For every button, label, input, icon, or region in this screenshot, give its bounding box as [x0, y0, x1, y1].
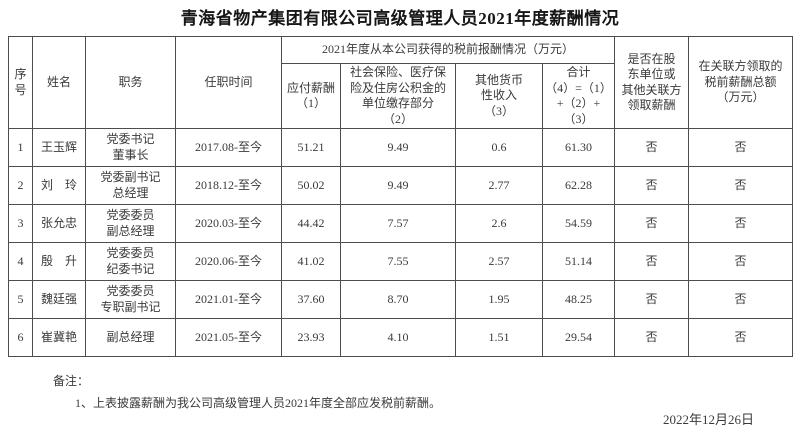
cell-seq: 1 — [8, 128, 33, 168]
cell-insurance: 4.10 — [340, 318, 456, 358]
salary-table: 序 号 姓名 职务 任职时间 2021年度从本公司获得的税前报酬情况（万元） 是… — [8, 35, 794, 358]
cell-insurance: 7.55 — [340, 242, 456, 282]
col-header-tenure: 任职时间 — [175, 35, 282, 130]
cell-tenure: 2020.06-至今 — [175, 242, 282, 282]
cell-tenure: 2021.01-至今 — [175, 280, 282, 320]
cell-seq: 5 — [8, 280, 33, 320]
cell-total: 29.54 — [541, 318, 616, 358]
table-row: 2 刘 玲 党委副书记 总经理 2018.12-至今 50.02 9.49 2.… — [8, 166, 794, 206]
cell-other-income: 2.57 — [455, 242, 543, 282]
cell-total: 61.30 — [541, 128, 616, 168]
cell-seq: 4 — [8, 242, 33, 282]
cell-insurance: 7.57 — [340, 204, 456, 244]
cell-other-income: 1.95 — [455, 280, 543, 320]
cell-payable: 50.02 — [281, 166, 341, 206]
cell-position: 党委委员 副总经理 — [85, 204, 176, 244]
cell-payable: 41.02 — [281, 242, 341, 282]
col-header-related-party-total: 在关联方领取的 税前薪酬总额 （万元） — [688, 35, 794, 130]
page-title: 青海省物产集团有限公司高级管理人员2021年度薪酬情况 — [180, 9, 620, 28]
cell-payable: 23.93 — [281, 318, 341, 358]
cell-name: 崔冀艳 — [32, 318, 86, 358]
cell-position: 党委委员 纪委书记 — [85, 242, 176, 282]
cell-related-total: 否 — [688, 318, 794, 358]
col-header-position: 职务 — [85, 35, 176, 130]
cell-payable: 37.60 — [281, 280, 341, 320]
cell-position: 党委副书记 总经理 — [85, 166, 176, 206]
cell-shareholder-pay: 否 — [614, 204, 690, 244]
table-row: 6 崔冀艳 副总经理 2021.05-至今 23.93 4.10 1.51 29… — [8, 318, 794, 358]
col-header-total: 合计 （4）=（1） +（2）+ （3） — [541, 62, 616, 130]
col-header-shareholder-pay: 是否在股 东单位或 其他关联方 领取薪酬 — [614, 35, 690, 130]
cell-total: 62.28 — [541, 166, 616, 206]
cell-shareholder-pay: 否 — [614, 242, 690, 282]
cell-related-total: 否 — [688, 128, 794, 168]
cell-other-income: 1.51 — [455, 318, 543, 358]
cell-related-total: 否 — [688, 242, 794, 282]
cell-name: 王玉辉 — [32, 128, 86, 168]
table-row: 1 王玉辉 党委书记 董事长 2017.08-至今 51.21 9.49 0.6… — [8, 128, 794, 168]
header-row-group: 序 号 姓名 职务 任职时间 2021年度从本公司获得的税前报酬情况（万元） 是… — [8, 35, 794, 130]
cell-insurance: 8.70 — [340, 280, 456, 320]
cell-shareholder-pay: 否 — [614, 280, 690, 320]
cell-shareholder-pay: 否 — [614, 166, 690, 206]
cell-position: 党委委员 专职副书记 — [85, 280, 176, 320]
document-date: 2022年12月26日 — [662, 412, 754, 427]
cell-name: 殷 升 — [32, 242, 86, 282]
cell-shareholder-pay: 否 — [614, 128, 690, 168]
cell-seq: 3 — [8, 204, 33, 244]
table-row: 4 殷 升 党委委员 纪委书记 2020.06-至今 41.02 7.55 2.… — [8, 242, 794, 282]
col-header-name: 姓名 — [32, 35, 86, 130]
cell-seq: 6 — [8, 318, 33, 358]
notes-section: 备注： 1、上表披露薪酬为我公司高级管理人员2021年度全部应发税前薪酬。 — [53, 372, 800, 411]
col-header-seq: 序 号 — [8, 35, 33, 130]
cell-related-total: 否 — [688, 204, 794, 244]
cell-name: 张允忠 — [32, 204, 86, 244]
table-row: 3 张允忠 党委委员 副总经理 2020.03-至今 44.42 7.57 2.… — [8, 204, 794, 244]
header-row-sub: 应付薪酬 （1） 社会保险、医疗保 险及住房公积金的 单位缴存部分 （2） 其他… — [9, 62, 793, 130]
cell-tenure: 2018.12-至今 — [175, 166, 282, 206]
cell-related-total: 否 — [688, 280, 794, 320]
cell-payable: 51.21 — [281, 128, 341, 168]
cell-position: 副总经理 — [85, 318, 176, 358]
cell-total: 51.14 — [541, 242, 616, 282]
cell-shareholder-pay: 否 — [614, 318, 690, 358]
cell-seq: 2 — [8, 166, 33, 206]
cell-other-income: 2.6 — [455, 204, 543, 244]
cell-tenure: 2017.08-至今 — [175, 128, 282, 168]
col-header-payable: 应付薪酬 （1） — [281, 62, 341, 130]
cell-related-total: 否 — [688, 166, 794, 206]
cell-position: 党委书记 董事长 — [85, 128, 176, 168]
cell-other-income: 2.77 — [455, 166, 543, 206]
table-row: 5 魏廷强 党委委员 专职副书记 2021.01-至今 37.60 8.70 1… — [8, 280, 794, 320]
cell-tenure: 2021.05-至今 — [175, 318, 282, 358]
note-item: 1、上表披露薪酬为我公司高级管理人员2021年度全部应发税前薪酬。 — [75, 396, 442, 411]
cell-insurance: 9.49 — [340, 128, 456, 168]
cell-total: 48.25 — [541, 280, 616, 320]
cell-payable: 44.42 — [281, 204, 341, 244]
cell-other-income: 0.6 — [455, 128, 543, 168]
col-header-pretax-group: 2021年度从本公司获得的税前报酬情况（万元） — [280, 36, 616, 64]
col-header-insurance: 社会保险、医疗保 险及住房公积金的 单位缴存部分 （2） — [340, 62, 456, 130]
cell-name: 魏廷强 — [32, 280, 86, 320]
notes-label: 备注： — [53, 374, 90, 389]
cell-tenure: 2020.03-至今 — [175, 204, 282, 244]
cell-insurance: 9.49 — [340, 166, 456, 206]
col-header-other-income: 其他货币 性收入 （3） — [455, 62, 543, 130]
cell-total: 54.59 — [541, 204, 616, 244]
cell-name: 刘 玲 — [32, 166, 86, 206]
